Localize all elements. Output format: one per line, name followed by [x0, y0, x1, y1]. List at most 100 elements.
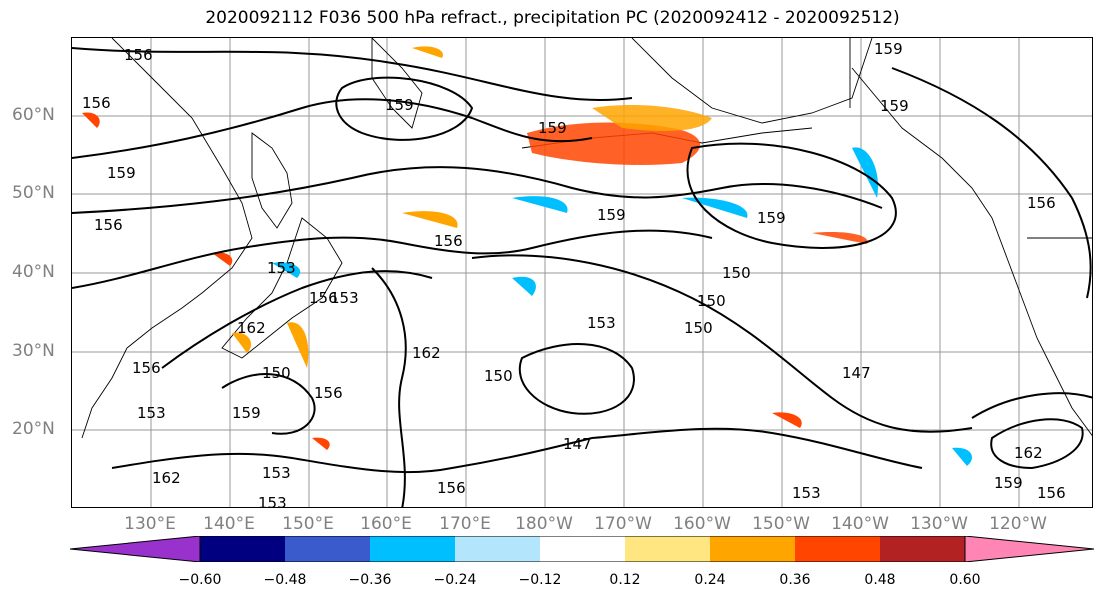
contour-label: 153 [262, 464, 291, 482]
alaska-coastline [631, 38, 873, 124]
contour-label: 159 [994, 474, 1023, 492]
contour-line [990, 418, 1084, 470]
colorbar-tick-label: 0.24 [694, 572, 726, 588]
contour-label: 156 [82, 94, 111, 112]
precip-blob [512, 276, 536, 296]
contour-line [72, 229, 713, 289]
contour-label: 159 [107, 164, 136, 182]
contour-line [371, 267, 407, 507]
japan-coastline [221, 217, 343, 359]
colorbar-segment [455, 536, 540, 562]
precip-blob [772, 412, 802, 428]
contour-label: 159 [538, 119, 567, 137]
precip-blob [82, 112, 100, 128]
contour-label: 159 [597, 206, 626, 224]
lon-label-120w: 120°W [989, 514, 1047, 534]
contour-label: 153 [137, 404, 166, 422]
contour-line [591, 427, 923, 469]
contour-label: 153 [587, 314, 616, 332]
contour-label: 159 [757, 209, 786, 227]
contour-line [891, 67, 1092, 299]
precip-blob [592, 105, 712, 131]
colorbar-outline [199, 536, 966, 562]
contour-label: 156 [1027, 194, 1056, 212]
lat-label-30n: 30°N [12, 341, 55, 361]
map-canvas: 156 159 159 159 156 159 159 156 159 156 … [72, 38, 1092, 508]
precip-blob [212, 252, 233, 266]
precip-blob [312, 437, 330, 450]
contour-line [161, 270, 433, 369]
lat-label-50n: 50°N [12, 183, 55, 203]
colorbar-segment [70, 536, 201, 562]
contour-label: 153 [258, 494, 287, 508]
precip-blob [512, 196, 568, 213]
colorbar-segment [625, 536, 710, 562]
colorbar [70, 536, 1094, 562]
contour-label: 162 [412, 344, 441, 362]
contour-label: 150 [262, 364, 291, 382]
lon-label-130w: 130°W [910, 514, 968, 534]
lat-label-60n: 60°N [12, 105, 55, 125]
precip-blob [852, 147, 878, 198]
contour-line [72, 47, 633, 101]
asia-coastline [81, 38, 253, 439]
contour-label: 156 [309, 289, 338, 307]
precip-blob [682, 197, 748, 218]
refractivity-contours [72, 47, 1092, 507]
colorbar-tick-label: −0.36 [348, 572, 392, 588]
contour-line [221, 373, 316, 435]
contour-label: 153 [792, 484, 821, 502]
precip-blob [272, 262, 301, 278]
precip-blob [402, 211, 458, 228]
colorbar-segment [200, 536, 285, 562]
colorbar-tick-label: −0.60 [178, 572, 222, 588]
colorbar-tick-label: 0.12 [609, 572, 641, 588]
precip-blob [952, 447, 972, 466]
contour-label: 150 [722, 264, 751, 282]
contour-label: 153 [330, 289, 359, 307]
colorbar-segment [370, 536, 455, 562]
map-title: 2020092112 F036 500 hPa refract., precip… [205, 8, 900, 28]
colorbar-tick-label: −0.48 [263, 572, 307, 588]
contour-label: 156 [124, 46, 153, 64]
lon-label-140w: 140°W [831, 514, 889, 534]
contour-line [971, 392, 1092, 419]
contour-label: 150 [684, 319, 713, 337]
contour-line [519, 343, 635, 415]
precip-blob [232, 332, 252, 353]
colorbar-tick-label: 0.48 [864, 572, 896, 588]
colorbar-segment [540, 536, 625, 562]
colorbar-segment [285, 536, 370, 562]
contour-label: 162 [237, 319, 266, 337]
colorbar-segment [964, 536, 1094, 562]
contour-label: 159 [874, 40, 903, 58]
precip-blob [412, 46, 443, 58]
colorbar-tick-label: 0.60 [949, 572, 981, 588]
lat-label-20n: 20°N [12, 419, 55, 439]
precipitation-shading [82, 46, 972, 466]
lon-label-130e: 130°E [124, 514, 176, 534]
contour-line [72, 98, 593, 159]
contour-label: 150 [484, 367, 513, 385]
contour-label: 159 [232, 404, 261, 422]
contour-label: 162 [152, 469, 181, 487]
colorbar-tick-label: −0.24 [433, 572, 477, 588]
contour-label-group: 156 159 159 159 156 159 159 156 159 156 … [82, 40, 1066, 508]
contour-label: 147 [842, 364, 871, 382]
lon-label-150e: 150°E [282, 514, 334, 534]
contour-label: 150 [697, 292, 726, 310]
contour-line [335, 76, 474, 141]
contour-label: 147 [563, 435, 592, 453]
contour-label: 159 [385, 96, 414, 114]
contour-line [111, 437, 593, 474]
contour-label: 156 [132, 359, 161, 377]
lon-label-170w: 170°W [594, 514, 652, 534]
precip-blob [812, 232, 868, 244]
colorbar-segment [795, 536, 880, 562]
north-america-coastline [851, 67, 1092, 437]
contour-label: 156 [94, 216, 123, 234]
precip-blob [527, 122, 701, 165]
precip-blob [287, 322, 309, 368]
contour-label: 156 [1037, 484, 1066, 502]
coastlines [81, 38, 1092, 439]
